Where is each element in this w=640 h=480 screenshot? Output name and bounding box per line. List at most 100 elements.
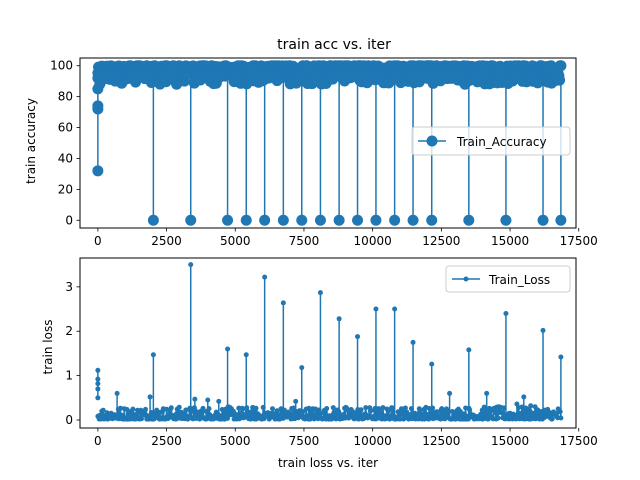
loss-point: [130, 406, 136, 412]
loss-x-tick-label: 15000: [491, 434, 529, 448]
loss-spike-point: [355, 334, 361, 340]
loss-x-tick-label: 2500: [151, 434, 182, 448]
loss-point: [143, 406, 148, 412]
accuracy-y-tick-label: 60: [58, 121, 73, 135]
accuracy-point: [555, 60, 567, 72]
loss-y-tick-label: 2: [65, 324, 73, 338]
loss-spike-point: [147, 394, 153, 400]
loss-spike-point: [225, 346, 231, 352]
loss-point: [478, 411, 484, 417]
loss-point: [124, 407, 130, 412]
accuracy-plot-frame: [79, 57, 577, 229]
loss-spike-point: [392, 306, 398, 312]
loss-spike-point: [114, 390, 120, 396]
loss-point: [495, 415, 501, 421]
accuracy-drop-point: [314, 214, 326, 226]
accuracy-drop-point: [463, 214, 475, 226]
loss-point: [377, 411, 383, 416]
accuracy-y-tick-label: 20: [58, 182, 73, 196]
loss-point: [168, 405, 174, 411]
loss-y-axis-label: train loss: [41, 320, 55, 375]
accuracy-drop-point: [352, 214, 364, 226]
accuracy-drop-point: [389, 214, 401, 226]
accuracy-chart: train acc vs. iter train accuracy 0 2500 5…: [24, 37, 598, 248]
loss-spike-point: [373, 306, 379, 312]
loss-point: [385, 408, 391, 414]
loss-spike-point: [447, 390, 453, 396]
accuracy-y-tick-label: 0: [65, 213, 73, 227]
accuracy-drop-point: [259, 214, 271, 226]
loss-point: [236, 416, 242, 422]
loss-point: [100, 407, 106, 413]
loss-point: [380, 405, 386, 411]
loss-point: [449, 409, 455, 414]
loss-y-tick-label: 1: [65, 369, 73, 383]
loss-start-point: [95, 367, 101, 373]
accuracy-x-tick-label: 5000: [220, 234, 251, 248]
accuracy-drop-point: [537, 214, 549, 226]
loss-x-tick-label: 10000: [354, 434, 392, 448]
accuracy-drop-point: [185, 214, 197, 226]
loss-spike-point: [503, 310, 509, 316]
loss-spike-point: [484, 390, 490, 396]
accuracy-drop-point: [222, 214, 234, 226]
accuracy-legend: Train_Accuracy: [411, 126, 571, 156]
loss-spike-point: [514, 401, 520, 407]
loss-x-tick-label: 7500: [289, 434, 320, 448]
loss-spike-point: [336, 316, 342, 322]
accuracy-drop-point: [277, 214, 289, 226]
loss-point: [324, 406, 330, 411]
loss-spike-point: [466, 347, 472, 353]
accuracy-legend-marker: [426, 135, 438, 147]
loss-legend-box: [445, 265, 571, 293]
accuracy-legend-box: [411, 126, 571, 156]
accuracy-legend-label: Train_Accuracy: [456, 135, 547, 149]
loss-spike-point: [293, 398, 299, 404]
accuracy-start-point: [92, 72, 104, 84]
loss-point: [363, 405, 369, 411]
loss-spike-point: [429, 361, 435, 367]
accuracy-y-axis-label: train accuracy: [24, 98, 38, 184]
loss-start-point: [95, 381, 101, 387]
loss-plot-frame: [79, 257, 577, 429]
loss-spike-point: [528, 403, 534, 409]
accuracy-x-tick-label: 10000: [354, 234, 392, 248]
accuracy-axis-ticks: 0 2500 5000 7500 10000 12500 15000 17500 0 20 40 60…: [50, 59, 598, 248]
loss-legend: Train_Loss: [445, 265, 571, 293]
loss-spike-point: [205, 397, 211, 403]
loss-start-point: [95, 395, 101, 401]
loss-spike-point: [299, 365, 305, 371]
loss-point: [558, 415, 564, 421]
loss-y-tick-label: 0: [65, 413, 73, 427]
accuracy-y-tick-label: 100: [50, 59, 73, 73]
accuracy-drop-point: [296, 214, 308, 226]
loss-point: [176, 404, 182, 410]
accuracy-drop-point: [407, 214, 419, 226]
loss-point: [402, 405, 408, 411]
accuracy-start-point: [92, 100, 104, 112]
accuracy-x-tick-label: 2500: [151, 234, 182, 248]
loss-x-axis-label: train loss vs. iter: [278, 456, 378, 470]
loss-series: [95, 262, 564, 423]
accuracy-drop-point: [555, 214, 567, 226]
loss-spike-point: [540, 327, 546, 333]
loss-spike-point: [317, 290, 323, 296]
loss-point: [274, 408, 280, 414]
loss-point: [253, 405, 259, 411]
loss-point: [330, 405, 336, 411]
loss-axis-ticks: 0 2500 5000 7500 10000 12500 15000 17500 0 1 2 3: [65, 280, 597, 448]
loss-point: [358, 407, 364, 413]
accuracy-x-tick-label: 7500: [289, 234, 320, 248]
loss-point: [430, 405, 436, 411]
accuracy-drop-point: [333, 214, 345, 226]
loss-spike-point: [188, 262, 194, 268]
loss-start-point: [95, 376, 101, 382]
loss-point: [270, 406, 275, 412]
loss-point: [183, 407, 189, 413]
accuracy-point: [554, 74, 566, 86]
loss-point: [367, 408, 373, 414]
loss-point: [117, 405, 123, 411]
loss-start-point: [95, 386, 101, 392]
loss-point: [200, 405, 206, 411]
